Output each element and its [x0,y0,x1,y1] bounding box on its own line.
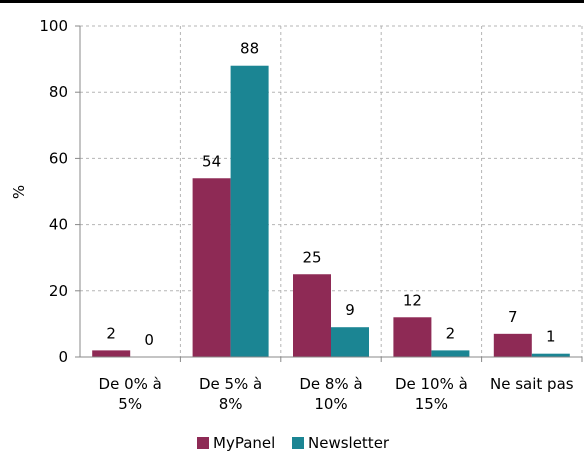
bar-newsletter-2 [331,327,369,357]
y-tick-label: 40 [49,216,68,234]
data-label-newsletter-3: 2 [446,324,456,342]
y-tick-label: 20 [49,282,68,300]
category-label-line: De 10% à [395,375,468,393]
legend-swatch-mypanel [197,437,209,449]
bar-mypanel-0 [92,350,131,357]
bar-mypanel-1 [192,178,231,357]
legend-swatch-newsletter [292,437,304,449]
data-label-newsletter-2: 9 [345,301,355,319]
data-label-newsletter-4: 1 [546,328,556,346]
data-label-mypanel-2: 25 [302,248,321,266]
category-label-line: De 0% à [99,375,162,393]
bar-newsletter-1 [230,65,269,357]
legend-label-newsletter: Newsletter [308,434,390,452]
bar-mypanel-2 [293,274,331,357]
legend-label-mypanel: MyPanel [213,434,275,452]
category-label-line: Ne sait pas [490,375,574,393]
gridlines [75,25,583,362]
data-label-newsletter-1: 88 [240,40,259,58]
bar-newsletter-3 [431,350,470,357]
category-label-line: De 8% à [299,375,362,393]
bar-mypanel-4 [493,333,532,357]
category-label-line: 15% [415,395,448,413]
data-label-mypanel-3: 12 [403,291,422,309]
category-label-line: 8% [219,395,243,413]
bar-mypanel-3 [393,317,432,357]
category-label-2: De 8% à 10% [299,375,362,413]
data-labels: 2 54 25 12 7 0 88 9 2 1 [106,40,555,349]
axes [79,26,582,358]
category-label-line: De 5% à [199,375,262,393]
y-tick-label: 0 [58,348,68,366]
legend: MyPanel Newsletter [197,434,390,452]
category-labels: De 0% à 5% De 5% à 8% De 8% à 10% De 10% à 15% N… [99,375,574,413]
data-label-mypanel-4: 7 [508,308,518,326]
data-label-mypanel-1: 54 [202,152,221,170]
y-axis-label: % [10,185,28,199]
y-tick-label: 80 [49,83,68,101]
bars [92,65,570,357]
data-label-newsletter-0: 0 [144,331,154,349]
bar-newsletter-4 [531,353,570,357]
category-label-1: De 5% à 8% [199,375,262,413]
category-label-line: 10% [314,395,347,413]
y-ticks: 0 20 40 60 80 100 [39,17,68,366]
category-label-4: Ne sait pas [490,375,574,393]
top-rule [0,0,584,3]
data-label-mypanel-0: 2 [106,324,116,342]
y-tick-label: 60 [49,149,68,167]
y-tick-label: 100 [39,17,68,35]
category-label-3: De 10% à 15% [395,375,468,413]
category-label-0: De 0% à 5% [99,375,162,413]
category-label-line: 5% [118,395,142,413]
